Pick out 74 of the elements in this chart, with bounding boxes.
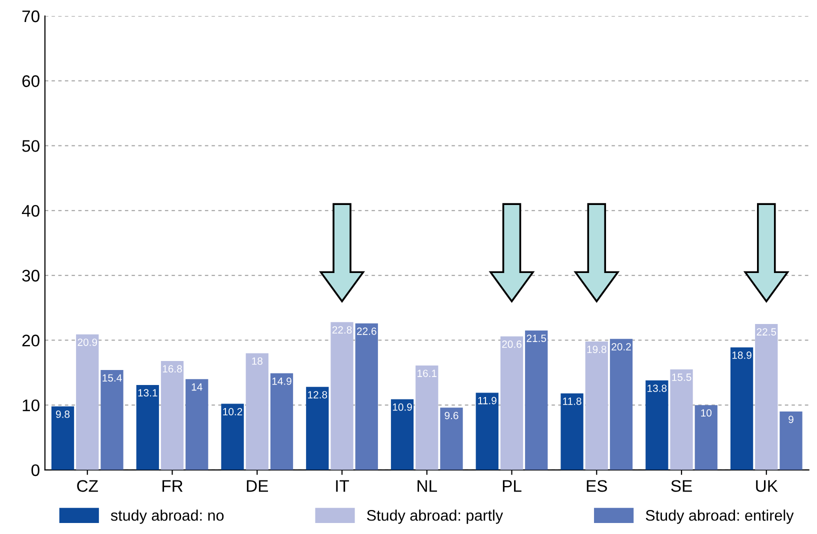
bar xyxy=(476,392,498,470)
bar xyxy=(560,393,584,470)
data-label: 20.6 xyxy=(502,340,522,348)
data-label: 9.6 xyxy=(444,412,458,420)
bar xyxy=(416,366,438,470)
data-label: 13.8 xyxy=(648,384,667,392)
x-tick-label: DE xyxy=(246,480,268,492)
bar xyxy=(780,412,802,470)
data-label: 16.8 xyxy=(162,365,182,373)
bar xyxy=(100,370,124,470)
data-label: 21.5 xyxy=(526,334,546,342)
data-label: 16.1 xyxy=(418,370,437,378)
bar xyxy=(246,353,268,470)
bar xyxy=(390,399,414,470)
data-label: 20.9 xyxy=(78,338,98,346)
bar xyxy=(270,373,294,470)
data-label: 14 xyxy=(192,383,202,391)
y-tick-label: 20 xyxy=(22,334,40,346)
legend-label: Study abroad: entirely xyxy=(646,510,794,524)
x-tick-label: PL xyxy=(502,480,522,492)
bar xyxy=(221,404,244,470)
legend-label: study abroad: no xyxy=(110,510,224,524)
bar xyxy=(440,408,463,470)
bar xyxy=(694,405,718,470)
data-label: 9.8 xyxy=(56,410,70,418)
bar xyxy=(355,323,378,470)
legend-label: Study abroad: partly xyxy=(367,510,504,524)
bar xyxy=(51,406,74,470)
y-tick-label: 40 xyxy=(22,204,40,217)
y-tick-label: 50 xyxy=(22,140,40,152)
data-label: 22.5 xyxy=(756,328,776,336)
data-label: 10.2 xyxy=(223,408,242,416)
bar xyxy=(755,324,778,470)
y-tick-label: 0 xyxy=(31,464,40,476)
bar xyxy=(330,322,354,470)
bar xyxy=(76,334,99,470)
data-label: 12.8 xyxy=(308,391,328,398)
bar xyxy=(186,379,208,470)
bar xyxy=(730,347,754,470)
y-tick-label: 60 xyxy=(22,75,40,88)
bar xyxy=(306,386,329,470)
bar xyxy=(585,342,608,470)
x-tick-label: IT xyxy=(336,480,350,492)
data-label: 13.1 xyxy=(138,389,158,397)
data-label: 9 xyxy=(788,416,794,424)
data-label: 19.8 xyxy=(587,346,606,354)
bar xyxy=(160,360,184,470)
data-label: 10 xyxy=(701,409,712,417)
x-tick-label: ES xyxy=(586,480,607,492)
x-tick-label: UK xyxy=(756,480,778,492)
data-label: 15.4 xyxy=(102,374,122,382)
x-tick-label: CZ xyxy=(77,480,98,492)
data-label: 11.8 xyxy=(563,398,582,405)
data-label: 22.6 xyxy=(357,328,376,335)
bar xyxy=(525,330,548,470)
data-label: 11.9 xyxy=(478,396,496,404)
y-tick-label: 10 xyxy=(22,399,40,412)
y-tick-label: 30 xyxy=(22,270,40,282)
data-label: 18.9 xyxy=(732,352,752,359)
bar xyxy=(136,384,159,470)
data-label: 22.8 xyxy=(332,326,352,334)
data-label: 20.2 xyxy=(612,343,631,350)
y-tick-label: 70 xyxy=(22,10,40,22)
data-label: 15.5 xyxy=(672,374,692,381)
x-tick-label: SE xyxy=(671,480,692,492)
x-tick-label: FR xyxy=(162,480,183,492)
x-tick-label: NL xyxy=(418,480,437,492)
bar xyxy=(500,336,524,470)
bar xyxy=(610,338,633,470)
data-label: 18 xyxy=(252,357,262,365)
data-label: 14.9 xyxy=(272,377,292,385)
data-label: 10.9 xyxy=(392,403,412,411)
bar xyxy=(646,380,668,470)
bar xyxy=(670,369,693,470)
